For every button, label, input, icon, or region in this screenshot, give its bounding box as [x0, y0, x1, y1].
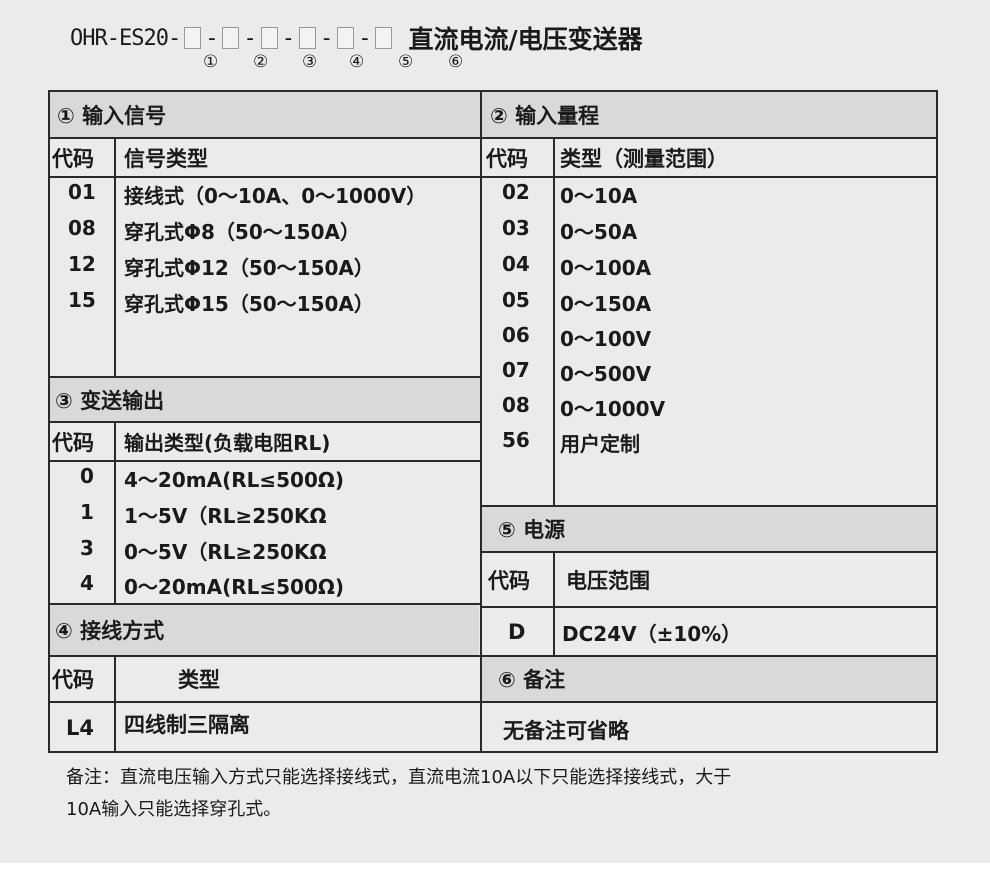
s4-col-code: 代码 [52, 668, 94, 692]
s1-code: 08 [68, 216, 96, 240]
s3-type: 0～5V（RL≥250KΩ [124, 540, 327, 564]
product-name: 直流电流/电压变送器 [408, 25, 643, 54]
s3-type: 1～5V（RL≥250KΩ [124, 504, 327, 528]
footnote-line-2: 10A输入只能选择穿孔式。 [66, 799, 282, 820]
s4-type: 四线制三隔离 [124, 713, 250, 737]
s1-title: ① 输入信号 [49, 91, 481, 138]
s1-type: 接线式（0～10A、0～1000V） [124, 184, 427, 208]
s3-code: 3 [80, 536, 94, 560]
s6-value: 无备注可省略 [503, 719, 629, 743]
s5-col-code: 代码 [488, 569, 530, 593]
slot-4 [298, 27, 316, 49]
slot-6 [375, 27, 393, 49]
slot-num: ⑥ [448, 52, 464, 72]
s2-col-code: 代码 [486, 147, 528, 171]
s4-code: L4 [66, 715, 94, 740]
s1-code: 12 [68, 252, 96, 276]
s2-code: 04 [502, 252, 530, 276]
slot-num: ② [253, 52, 269, 72]
s4-col-type: 类型 [178, 668, 220, 692]
s2-type: 0～100A [560, 256, 652, 280]
s2-title: ② 输入量程 [482, 91, 936, 138]
slot-num: ③ [302, 52, 318, 72]
s3-title: ③ 变送输出 [49, 377, 481, 422]
s1-type: 穿孔式Φ15（50～150A） [124, 292, 374, 316]
s5-col-type: 电压范围 [566, 569, 650, 593]
s3-code: 4 [80, 571, 94, 595]
model-prefix: OHR-ES20- [70, 25, 181, 51]
s3-type: 4～20mA(RL≤500Ω) [124, 468, 344, 492]
s1-col-type: 信号类型 [124, 147, 208, 171]
s4-title: ④ 接线方式 [49, 604, 479, 655]
s3-col-code: 代码 [52, 430, 94, 455]
s2-type: 用户定制 [560, 432, 640, 456]
s2-type: 0～1000V [560, 397, 666, 421]
s1-type: 穿孔式Φ12（50～150A） [124, 256, 374, 280]
slot-3 [260, 27, 278, 49]
s3-type: 0～20mA(RL≤500Ω) [124, 575, 344, 599]
s2-code: 07 [502, 358, 530, 382]
s5-value: DC24V（±10%） [562, 621, 742, 646]
product-title: OHR-ES20- - - - - - 直流电流/电压变送器 [70, 20, 643, 56]
s2-col-type: 类型（测量范围） [560, 147, 728, 171]
slot-num: ① [203, 52, 219, 72]
s3-code: 0 [80, 464, 94, 488]
s1-col-code: 代码 [52, 147, 94, 171]
s2-code: 02 [502, 180, 530, 204]
s2-code: 06 [502, 323, 530, 347]
s3-col-type: 输出类型(负载电阻RL) [124, 431, 331, 455]
s1-code: 01 [68, 180, 96, 204]
slot-num: ④ [349, 52, 365, 72]
bottom-strip [0, 863, 990, 869]
s5-title: ⑤ 电源 [482, 506, 936, 552]
slot-1 [184, 27, 202, 49]
s2-type: 0～50A [560, 220, 638, 244]
slot-2 [222, 27, 240, 49]
s5-code: D [508, 620, 526, 644]
s2-code: 05 [502, 288, 530, 312]
s2-type: 0～10A [560, 184, 638, 208]
s1-type: 穿孔式Φ8（50～150A） [124, 220, 360, 244]
s2-code: 03 [502, 216, 530, 240]
s1-code: 15 [68, 288, 96, 312]
s6-title: ⑥ 备注 [482, 656, 936, 702]
s3-code: 1 [80, 500, 94, 524]
s2-code: 08 [502, 393, 530, 417]
footnote-line-1: 备注：直流电压输入方式只能选择接线式，直流电流10A以下只能选择接线式，大于 [66, 767, 732, 788]
s2-type: 0～100V [560, 327, 652, 351]
slot-5 [337, 27, 355, 49]
s2-type: 0～150A [560, 292, 652, 316]
s2-code: 56 [502, 428, 530, 452]
slot-num: ⑤ [398, 52, 414, 72]
s2-type: 0～500V [560, 362, 652, 386]
